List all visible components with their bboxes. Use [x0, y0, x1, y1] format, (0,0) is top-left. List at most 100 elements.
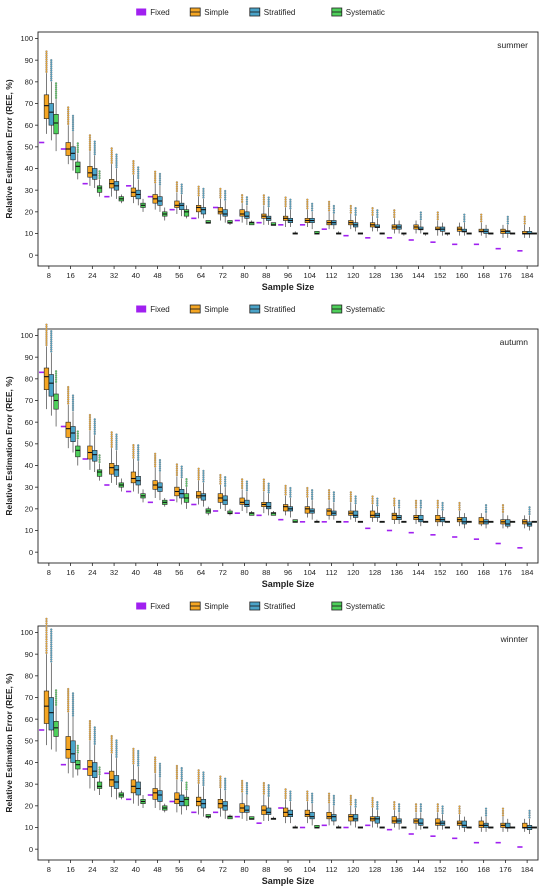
outlier-point	[463, 213, 466, 216]
outlier-point	[185, 480, 188, 483]
box-stratified	[353, 207, 359, 232]
outlier-point	[98, 170, 101, 173]
x-tick-label: 88	[262, 865, 270, 874]
outlier-point	[175, 771, 179, 774]
outlier-point	[267, 784, 270, 787]
outlier-point	[393, 801, 396, 804]
outlier-point	[224, 482, 227, 485]
outlier-point	[45, 64, 48, 67]
x-tick-label: 56	[175, 271, 183, 280]
outlier-point	[54, 689, 58, 692]
outlier-point	[349, 204, 352, 208]
outlier-point	[458, 807, 461, 810]
x-tick-label: 104	[303, 865, 316, 874]
outlier-point	[197, 769, 200, 772]
outlier-point	[154, 758, 157, 761]
outlier-point	[376, 211, 379, 214]
outlier-point	[50, 338, 53, 341]
outlier-point	[224, 196, 227, 199]
outlier-point	[306, 493, 309, 496]
outlier-point	[115, 447, 118, 451]
outlier-point	[436, 504, 439, 507]
box-simple	[391, 497, 397, 524]
outlier-point	[45, 617, 48, 620]
box-systematic	[183, 478, 190, 509]
outlier-point	[67, 122, 70, 125]
outlier-point	[45, 619, 48, 623]
box-simple	[304, 790, 310, 824]
plot-frame	[37, 328, 539, 564]
outlier-point	[50, 639, 53, 642]
outlier-point	[528, 510, 531, 513]
outlier-point	[506, 215, 509, 218]
box-body	[314, 231, 320, 235]
outlier-point	[219, 777, 222, 780]
box-simple	[217, 473, 223, 509]
outlier-point	[267, 202, 270, 206]
x-tick-label: 160	[456, 568, 469, 577]
outlier-point	[262, 786, 265, 789]
outlier-point	[115, 155, 118, 158]
box-stratified	[505, 215, 511, 238]
box-systematic	[75, 430, 81, 466]
y-tick-label: 0	[29, 548, 33, 557]
outlier-point	[219, 192, 222, 195]
box-simple	[174, 764, 180, 813]
outlier-point	[93, 142, 96, 145]
y-tick-label: 10	[25, 526, 33, 535]
outlier-point	[349, 493, 352, 496]
box-simple	[130, 160, 137, 204]
outlier-point	[76, 430, 79, 433]
outlier-point	[154, 458, 157, 462]
outlier-point	[327, 799, 331, 802]
outlier-point	[419, 501, 422, 505]
outlier-point	[245, 480, 249, 483]
legend-item-fixed: Fixed	[136, 305, 170, 314]
box-simple	[109, 431, 115, 483]
outlier-point	[197, 781, 200, 784]
x-tick-label: 168	[477, 865, 490, 874]
outlier-point	[501, 504, 505, 507]
outlier-point	[88, 134, 92, 137]
box-systematic	[75, 744, 81, 776]
outlier-point	[284, 484, 287, 487]
outlier-point	[137, 166, 140, 169]
outlier-point	[267, 491, 270, 494]
outlier-point	[93, 430, 96, 433]
box-body	[461, 820, 467, 828]
box-body	[266, 807, 272, 815]
outlier-point	[67, 687, 70, 691]
box-simple	[43, 323, 50, 410]
outlier-point	[528, 512, 531, 516]
box-simple	[196, 769, 202, 815]
outlier-point	[354, 495, 357, 498]
outlier-point	[245, 792, 249, 795]
x-tick-label: 64	[197, 568, 205, 577]
outlier-point	[441, 508, 444, 511]
outlier-point	[185, 484, 188, 487]
outlier-point	[311, 801, 314, 804]
outlier-point	[45, 635, 48, 639]
box-stratified	[287, 486, 294, 518]
outlier-point	[132, 448, 135, 451]
outlier-point	[484, 812, 488, 815]
outlier-point	[371, 796, 374, 800]
box-body	[222, 209, 228, 217]
outlier-point	[393, 215, 396, 219]
outlier-point	[110, 437, 113, 440]
box-stratified	[353, 798, 359, 828]
outlier-point	[54, 697, 58, 700]
outlier-point	[376, 805, 379, 808]
outlier-point	[76, 434, 79, 438]
outlier-point	[154, 766, 157, 770]
outlier-point	[284, 491, 287, 494]
box-simple	[261, 194, 267, 225]
x-tick-label: 72	[219, 271, 227, 280]
outlier-point	[224, 480, 227, 483]
outlier-point	[332, 207, 336, 210]
outlier-point	[289, 205, 292, 208]
outlier-point	[67, 700, 70, 703]
outlier-point	[224, 478, 227, 481]
outlier-point	[110, 431, 113, 434]
outlier-point	[175, 473, 179, 477]
